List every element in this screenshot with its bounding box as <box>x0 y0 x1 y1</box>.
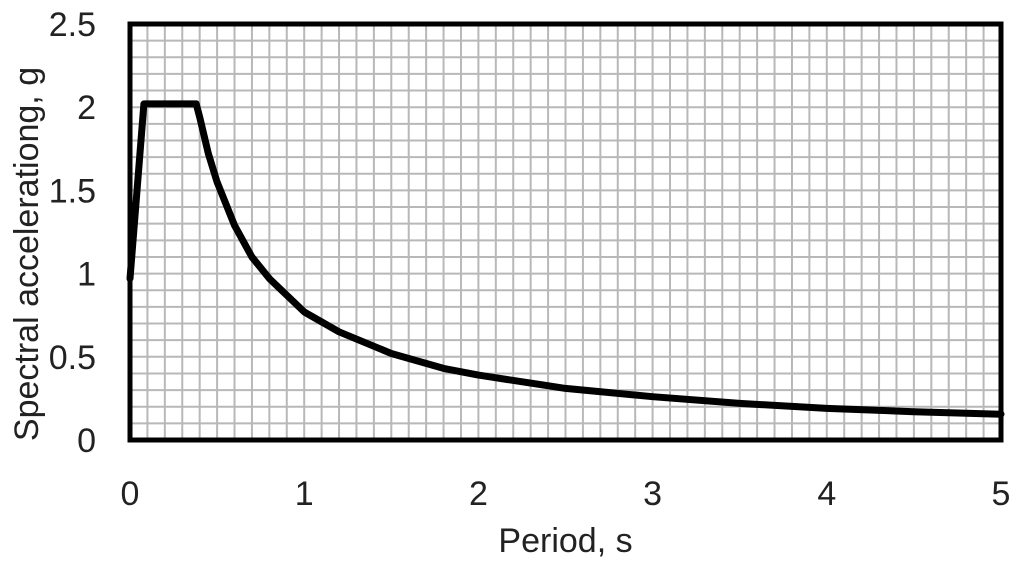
spectrum-series-line <box>126 100 1005 418</box>
x-tick-label: 2 <box>469 475 488 513</box>
x-axis-title: Period, s <box>498 522 632 560</box>
x-tick-label: 0 <box>121 475 140 513</box>
y-axis-tick-labels: 0 0.5 1 1.5 2 2.5 <box>49 6 96 460</box>
x-tick-label: 3 <box>643 475 662 513</box>
x-tick-label: 4 <box>817 475 836 513</box>
y-tick-label: 0.5 <box>49 339 96 377</box>
y-tick-label: 2.5 <box>49 6 96 44</box>
y-tick-label: 2 <box>77 89 96 127</box>
x-tick-label: 5 <box>992 475 1011 513</box>
plot-area-frame <box>127 21 1004 443</box>
y-tick-label: 0 <box>77 422 96 460</box>
x-tick-label: 1 <box>295 475 314 513</box>
y-axis-title: Spectral accelerationg, g <box>8 67 46 441</box>
y-tick-label: 1.5 <box>49 172 96 210</box>
y-tick-label: 1 <box>77 256 96 294</box>
x-axis-tick-labels: 0 1 2 3 4 5 <box>121 475 1011 513</box>
grid <box>130 24 1001 440</box>
